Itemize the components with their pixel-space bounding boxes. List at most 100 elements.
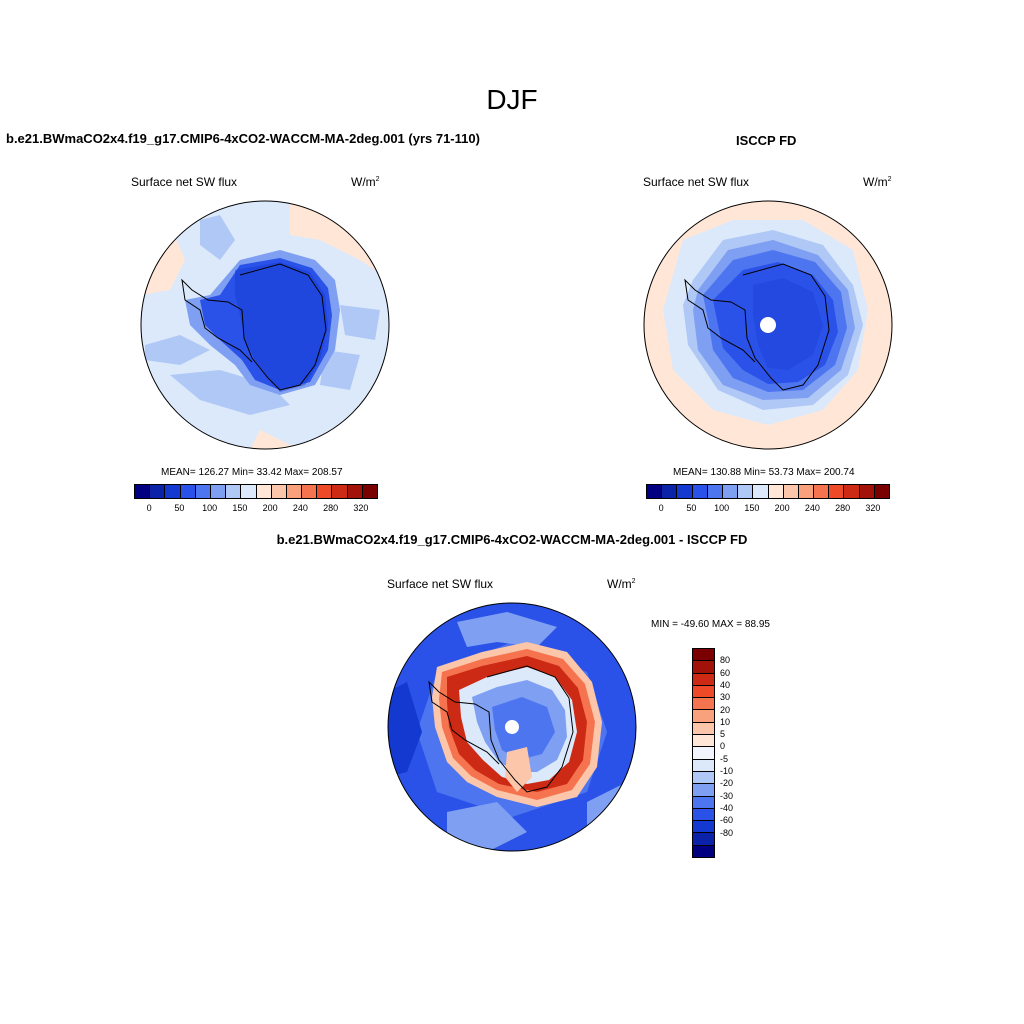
colorbar-swatch <box>195 485 211 498</box>
colorbar-tick-label: 10 <box>720 716 731 727</box>
colorbar-swatch <box>693 771 714 785</box>
colorbar-tick-label: 200 <box>262 503 278 513</box>
obs-colorbar-labels: 0 50 100 150 200 240 280 320 <box>646 503 888 517</box>
colorbar-swatch <box>347 485 363 498</box>
colorbar-swatch <box>226 485 242 498</box>
colorbar-swatch <box>135 485 151 498</box>
colorbar-swatch <box>150 485 166 498</box>
colorbar-swatch <box>707 485 723 498</box>
diff-stats: MIN = -49.60 MAX = 88.95 <box>651 619 770 630</box>
colorbar-tick-label: -40 <box>720 802 734 813</box>
obs-panel-title: ISCCP FD <box>736 133 797 148</box>
colorbar-swatch <box>693 759 714 772</box>
colorbar-tick-label: 150 <box>232 503 248 513</box>
colorbar-swatch <box>693 722 714 736</box>
colorbar-tick-label: -60 <box>720 815 734 826</box>
colorbar-swatch <box>844 485 860 498</box>
colorbar-swatch <box>647 485 663 498</box>
colorbar-swatch <box>798 485 815 498</box>
colorbar-tick-label: 60 <box>720 667 731 678</box>
colorbar-tick-label: 40 <box>720 679 731 690</box>
model-variable-label: Surface net SW flux <box>131 175 238 189</box>
colorbar-tick-label: 0 <box>720 741 726 752</box>
model-colorbar-labels: 0 50 100 150 200 240 280 320 <box>134 503 376 517</box>
colorbar-swatch <box>677 485 693 498</box>
colorbar-swatch <box>693 821 714 834</box>
colorbar-swatch <box>693 845 714 858</box>
colorbar-swatch <box>768 485 784 498</box>
colorbar-swatch <box>256 485 272 498</box>
colorbar-swatch <box>874 485 889 498</box>
colorbar-swatch <box>722 485 739 498</box>
diff-panel-title: b.e21.BWmaCO2x4.f19_g17.CMIP6-4xCO2-WACC… <box>276 532 748 547</box>
colorbar-swatch <box>693 833 714 846</box>
colorbar-swatch <box>332 485 348 498</box>
colorbar-tick-label: 20 <box>720 704 731 715</box>
colorbar-swatch <box>286 485 303 498</box>
obs-colorbar <box>646 484 890 499</box>
colorbar-tick-label: 280 <box>835 503 851 513</box>
diff-colorbar <box>692 648 715 859</box>
diff-units-label: W/m2 <box>607 577 636 591</box>
colorbar-tick-label: 100 <box>202 503 218 513</box>
colorbar-swatch <box>829 485 845 498</box>
colorbar-swatch <box>693 747 714 760</box>
colorbar-tick-label: 320 <box>865 503 881 513</box>
obs-variable-label: Surface net SW flux <box>643 175 750 189</box>
colorbar-tick-label: 280 <box>323 503 339 513</box>
colorbar-swatch <box>753 485 769 498</box>
colorbar-swatch <box>738 485 754 498</box>
colorbar-swatch <box>693 735 714 748</box>
colorbar-tick-label: 240 <box>292 503 308 513</box>
colorbar-swatch <box>662 485 678 498</box>
colorbar-swatch <box>165 485 181 498</box>
colorbar-tick-label: -5 <box>720 753 729 764</box>
colorbar-tick-label: 240 <box>804 503 820 513</box>
colorbar-tick-label: 50 <box>174 503 185 513</box>
colorbar-swatch <box>693 673 714 686</box>
colorbar-swatch <box>210 485 227 498</box>
figure-title: DJF <box>486 84 538 115</box>
colorbar-swatch <box>693 796 714 809</box>
colorbar-tick-label: -30 <box>720 790 734 801</box>
model-panel-title: b.e21.BWmaCO2x4.f19_g17.CMIP6-4xCO2-WACC… <box>6 131 480 146</box>
colorbar-swatch <box>693 784 714 797</box>
colorbar-swatch <box>814 485 830 498</box>
colorbar-tick-label: 80 <box>720 655 731 666</box>
colorbar-swatch <box>302 485 318 498</box>
colorbar-tick-label: 0 <box>146 503 152 513</box>
obs-polar-map <box>643 200 893 450</box>
colorbar-swatch <box>362 485 377 498</box>
colorbar-swatch <box>241 485 257 498</box>
colorbar-tick-label: 320 <box>353 503 369 513</box>
model-units-label: W/m2 <box>351 175 380 189</box>
model-stats: MEAN= 126.27 Min= 33.42 Max= 208.57 <box>161 467 343 478</box>
colorbar-swatch <box>693 649 714 662</box>
colorbar-swatch <box>693 661 714 674</box>
colorbar-swatch <box>317 485 333 498</box>
colorbar-tick-label: -10 <box>720 766 734 776</box>
diff-polar-map <box>387 602 637 852</box>
colorbar-tick-label: 100 <box>714 503 730 513</box>
colorbar-tick-label: 0 <box>658 503 664 513</box>
colorbar-swatch <box>692 485 708 498</box>
obs-units-label: W/m2 <box>863 175 892 189</box>
obs-stats: MEAN= 130.88 Min= 53.73 Max= 200.74 <box>673 467 855 478</box>
colorbar-swatch <box>693 808 714 822</box>
colorbar-swatch <box>859 485 875 498</box>
colorbar-swatch <box>783 485 799 498</box>
colorbar-tick-label: 5 <box>720 729 726 740</box>
colorbar-swatch <box>180 485 196 498</box>
diff-variable-label: Surface net SW flux <box>387 577 494 591</box>
colorbar-tick-label: 50 <box>686 503 697 513</box>
model-colorbar <box>134 484 378 499</box>
colorbar-tick-label: 30 <box>720 692 731 703</box>
colorbar-tick-label: -80 <box>720 827 734 838</box>
colorbar-swatch <box>693 710 714 723</box>
colorbar-tick-label: 150 <box>744 503 760 513</box>
colorbar-tick-label: -20 <box>720 778 734 789</box>
colorbar-swatch <box>693 685 714 699</box>
colorbar-tick-label: 200 <box>774 503 790 513</box>
colorbar-swatch <box>693 698 714 711</box>
colorbar-swatch <box>271 485 287 498</box>
